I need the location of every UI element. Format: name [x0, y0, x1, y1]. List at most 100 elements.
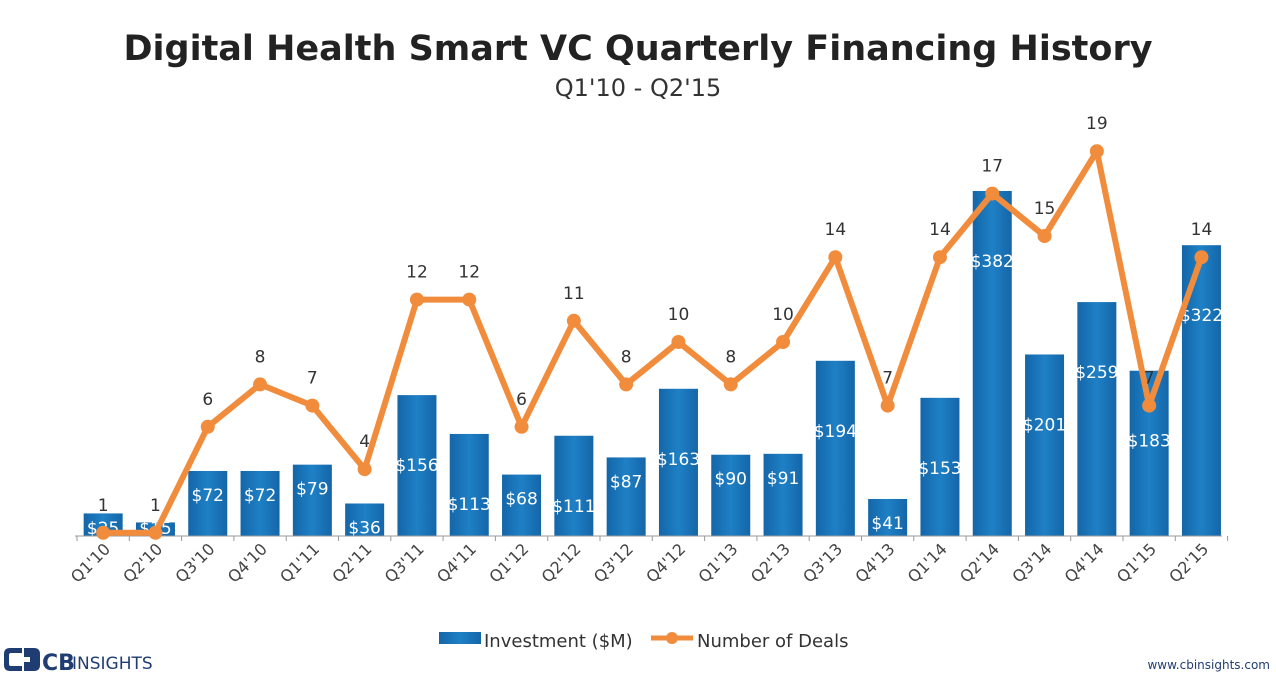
deals-value-label: 7 — [882, 369, 893, 389]
deals-value-label: 12 — [406, 263, 428, 283]
deals-marker — [1089, 144, 1104, 159]
deals-value-label: 8 — [621, 347, 632, 367]
investment-bar — [972, 191, 1012, 536]
deals-value-label: 14 — [825, 220, 847, 240]
deals-line-path — [103, 148, 1205, 536]
x-tick-label: Q1'13 — [695, 539, 742, 586]
deals-value-label: 1 — [98, 496, 109, 516]
x-tick-label: Q4'13 — [851, 539, 898, 586]
legend-label-investment: Investment ($M) — [484, 631, 633, 652]
deals-value-label: 15 — [1034, 199, 1056, 219]
investment-value-label: $153 — [918, 459, 961, 479]
deals-value-label: 14 — [1191, 220, 1213, 240]
deals-value-label: 1 — [150, 496, 161, 516]
deals-value-label: 6 — [516, 390, 527, 410]
investment-bar — [1077, 302, 1117, 536]
deals-marker — [723, 377, 738, 392]
deals-value-label: 11 — [563, 284, 585, 304]
logo-mark-left — [4, 648, 22, 671]
investment-bar — [1025, 354, 1065, 536]
deals-marker — [1142, 398, 1157, 413]
investment-bar — [240, 470, 280, 536]
deals-value-label: 10 — [668, 305, 690, 325]
investment-value-label: $183 — [1128, 432, 1171, 452]
deals-value-label: 8 — [255, 347, 266, 367]
x-tick-label: Q2'12 — [538, 539, 585, 586]
investment-bar — [868, 498, 908, 536]
investment-value-label: $87 — [610, 472, 642, 492]
x-tick-label: Q1'12 — [485, 539, 532, 586]
x-tick-label: Q2'13 — [747, 539, 794, 586]
investment-value-label: $194 — [814, 422, 857, 442]
logo-text-cb: CB — [42, 651, 75, 676]
investment-value-label: $156 — [395, 456, 438, 476]
deals-marker — [200, 419, 215, 434]
investment-bar — [763, 453, 803, 536]
investment-value-label: $111 — [552, 497, 595, 517]
deals-marker — [619, 377, 634, 392]
deals-marker — [462, 292, 477, 307]
deals-marker — [357, 462, 372, 477]
legend: Investment ($M) Number of Deals — [439, 631, 848, 652]
x-tick-label: Q1'14 — [904, 539, 951, 586]
deals-value-label: 7 — [1144, 369, 1155, 389]
x-tick-label: Q2'14 — [956, 539, 1003, 586]
legend-swatch-investment — [439, 632, 481, 644]
x-tick-label: Q3'13 — [799, 539, 846, 586]
investment-value-label: $72 — [244, 486, 276, 506]
investment-bar — [711, 454, 751, 536]
deals-marker — [880, 398, 895, 413]
deals-value-label: 14 — [929, 220, 951, 240]
x-tick-label: Q3'10 — [172, 539, 219, 586]
investment-value-label: $90 — [715, 470, 747, 490]
deals-marker — [1037, 229, 1052, 243]
deals-value-label: 6 — [202, 390, 213, 410]
investment-value-label: $79 — [296, 480, 328, 500]
investment-bar — [815, 360, 855, 536]
x-tick-label: Q1'10 — [67, 539, 114, 586]
chart-subtitle: Q1'10 - Q2'15 — [555, 74, 722, 102]
deals-marker — [985, 186, 1000, 201]
investment-bar — [345, 503, 385, 536]
investment-value-label: $322 — [1180, 306, 1223, 326]
deals-value-label: 12 — [458, 263, 480, 283]
x-tick-label: Q2'11 — [328, 539, 375, 586]
x-tick-label: Q1'11 — [276, 539, 323, 586]
logo-mark-right — [24, 648, 40, 671]
investment-bar — [397, 395, 437, 536]
investment-value-label: $72 — [192, 486, 224, 506]
investment-bar — [606, 457, 646, 536]
x-tick-label: Q4'12 — [642, 539, 689, 586]
deals-marker — [566, 313, 581, 328]
deals-marker — [776, 335, 791, 349]
investment-value-label: $68 — [505, 490, 537, 510]
deals-marker — [828, 250, 843, 265]
legend-label-deals: Number of Deals — [697, 631, 848, 652]
investment-value-label: $259 — [1075, 363, 1118, 383]
deals-marker — [253, 377, 268, 392]
chart-title: Digital Health Smart VC Quarterly Financ… — [123, 29, 1152, 69]
deals-marker — [409, 292, 424, 307]
x-tick-label: Q3'12 — [590, 539, 637, 586]
cb-insights-logo: CB INSIGHTS — [4, 648, 153, 676]
investment-bar — [449, 433, 489, 536]
investment-value-label: $41 — [871, 514, 903, 534]
deals-marker — [148, 525, 163, 540]
investment-bar — [502, 474, 542, 536]
x-tick-label: Q3'14 — [1008, 539, 1055, 586]
investment-value-label: $201 — [1023, 415, 1066, 435]
investment-bar — [658, 388, 698, 536]
logo-text-insights: INSIGHTS — [72, 654, 153, 674]
investment-value-label: $36 — [348, 518, 380, 538]
x-axis-ticks: Q1'10 Q2'10 Q3'10 Q4'10 Q1'11 Q2'11 Q3'11 Q4'11… — [67, 536, 1229, 586]
deals-marker — [671, 335, 686, 349]
logo-mark-bar — [15, 657, 30, 662]
investment-bar — [920, 397, 960, 536]
deals-marker — [1194, 250, 1209, 265]
legend-swatch-deals-marker — [666, 632, 678, 644]
deals-value-label: 17 — [981, 157, 1003, 177]
investment-value-label: $91 — [767, 469, 799, 489]
x-tick-label: Q4'14 — [1061, 539, 1108, 586]
deals-value-label: 19 — [1086, 114, 1108, 134]
